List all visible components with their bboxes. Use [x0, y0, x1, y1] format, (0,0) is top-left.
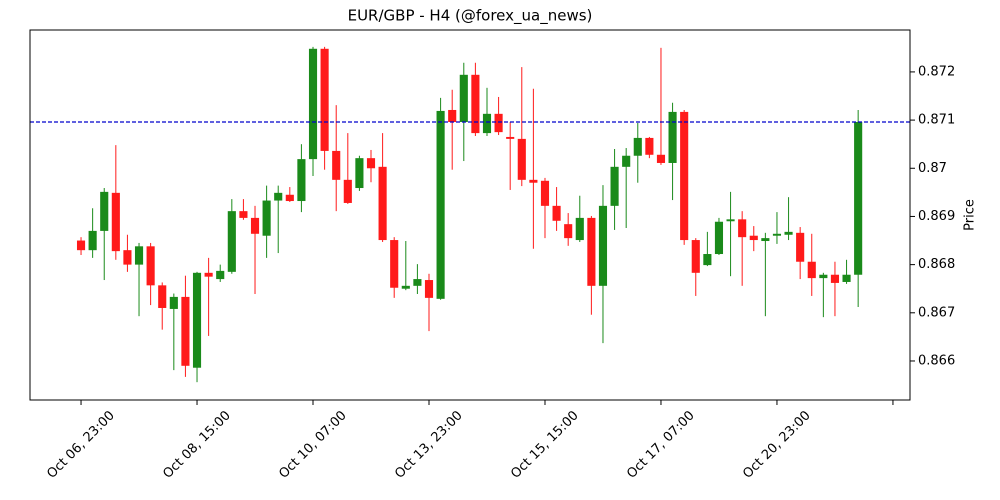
candle-body [250, 217, 260, 234]
candle-body [332, 150, 341, 180]
candle-body [703, 254, 712, 266]
candle-body [355, 158, 364, 189]
candle-body [610, 166, 619, 206]
chart-title: EUR/GBP - H4 (@forex_ua_news) [348, 7, 593, 26]
candle-body [424, 280, 434, 298]
x-tick-label: Oct 15, 15:00 [508, 408, 581, 481]
x-tick-label: Oct 13, 23:00 [392, 408, 465, 481]
candle-body [714, 221, 724, 255]
candle-body [123, 250, 132, 265]
candle-body [366, 158, 376, 169]
candle-body [633, 137, 642, 156]
candle-body [459, 74, 468, 123]
candle-body [308, 48, 318, 160]
candle-body [807, 261, 816, 279]
candle-body [761, 238, 770, 242]
candle-body [390, 240, 399, 288]
candle-body [517, 138, 526, 180]
candle-body [494, 113, 503, 133]
candle-body [691, 240, 700, 273]
candle-body [471, 74, 480, 134]
y-tick-label: 0.871 [918, 113, 955, 128]
candle-body [239, 211, 248, 218]
candle-body [552, 205, 561, 221]
y-tick-label: 0.87 [918, 161, 947, 176]
candle-body [738, 219, 747, 238]
candle-body [436, 110, 445, 299]
candle-body [622, 155, 631, 167]
candle-body [146, 246, 155, 286]
x-tick-label: Oct 10, 07:00 [276, 408, 349, 481]
candle-body [192, 272, 202, 368]
candle-body [656, 154, 666, 163]
y-tick-label: 0.867 [918, 305, 955, 320]
candle-body [320, 48, 329, 151]
candle-body [482, 113, 492, 134]
candle-body [401, 285, 410, 289]
candle-body [134, 246, 144, 265]
candle-body [587, 217, 596, 286]
plot-frame [29, 29, 911, 401]
candle-body [854, 122, 863, 275]
candle-body [158, 285, 167, 308]
candle-body [506, 136, 515, 139]
candle-body [784, 231, 793, 235]
y-tick-label: 0.866 [918, 353, 955, 368]
y-tick-label: 0.872 [918, 64, 955, 79]
candle-body [668, 111, 677, 163]
candle-body [772, 233, 782, 236]
candle-body [216, 270, 225, 280]
y-axis-label: Price [963, 199, 978, 231]
candle-body [540, 180, 550, 206]
x-tick-label: Oct 17, 07:00 [624, 408, 697, 481]
candle-body [227, 211, 236, 272]
candle-body [100, 191, 109, 231]
candle-body [169, 296, 178, 309]
candle-body [274, 192, 283, 201]
candle-body [413, 279, 422, 286]
candle-body [378, 166, 387, 241]
candle-body [575, 217, 584, 241]
candle-body [88, 230, 97, 251]
x-tick-label: Oct 20, 23:00 [740, 408, 813, 481]
candle-body [819, 274, 828, 279]
candle-body [796, 232, 805, 262]
candle-body [262, 200, 271, 236]
y-tick-label: 0.868 [918, 257, 955, 272]
candle-body [343, 179, 352, 203]
candle-body [448, 109, 457, 123]
candle-body [529, 179, 538, 183]
candle-body [842, 274, 851, 282]
candle-body [564, 224, 573, 239]
candle-body [204, 272, 213, 277]
candle-body [830, 274, 840, 283]
x-tick-label: Oct 06, 23:00 [44, 408, 117, 481]
candle-body [726, 219, 735, 222]
candle-body [749, 235, 758, 241]
candle-body [181, 296, 190, 366]
y-tick-label: 0.869 [918, 209, 955, 224]
candle-body [680, 111, 689, 241]
x-tick-label: Oct 08, 15:00 [160, 408, 233, 481]
candle-body [598, 205, 608, 286]
candle-body [285, 194, 294, 202]
candle-body [297, 159, 306, 202]
candle-body [111, 192, 120, 252]
candle-body [76, 240, 86, 251]
candle-body [645, 137, 654, 155]
